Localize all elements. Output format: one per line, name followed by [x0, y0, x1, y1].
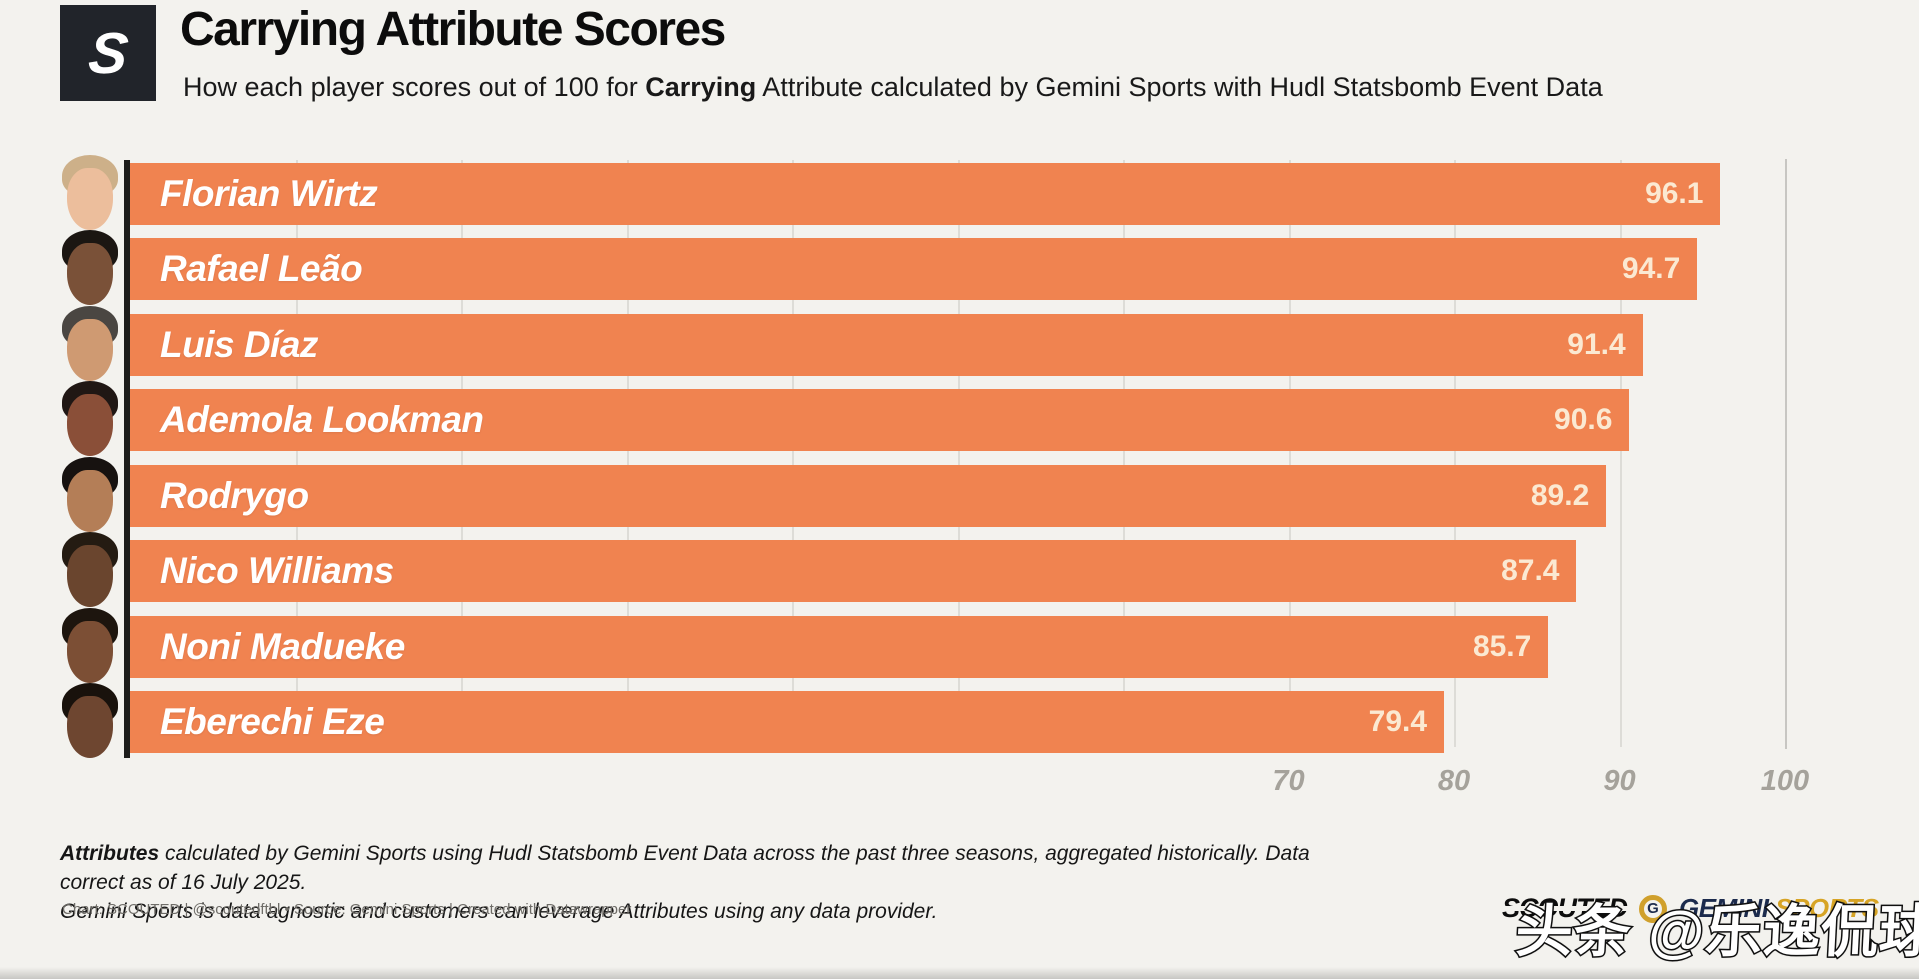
- bar-row: Rafael Leão 94.7: [130, 238, 1785, 301]
- player-avatar: [53, 155, 127, 235]
- score-value: 94.7: [1621, 252, 1681, 286]
- score-value: 90.6: [1554, 403, 1613, 437]
- score-bar: Noni Madueke 85.7: [130, 615, 1549, 678]
- footnote: Attributes calculated by Gemini Sports u…: [60, 839, 1360, 926]
- avatar-face: [67, 545, 113, 608]
- footnote-bold-word: Attributes: [60, 842, 160, 865]
- score-value: 91.4: [1567, 327, 1626, 361]
- gridline-40: [792, 160, 794, 747]
- avatar-face: [67, 696, 113, 758]
- score-bar: Ademola Lookman 90.6: [130, 389, 1630, 452]
- footnote-line1-text: calculated by Gemini Sports using Hudl S…: [60, 842, 1310, 894]
- subtitle-bold-word: Carrying: [645, 72, 757, 102]
- gridline-70: [1288, 160, 1291, 747]
- sports-word: SPORTS: [1775, 893, 1879, 923]
- footnote-line1: Attributes calculated by Gemini Sports u…: [60, 839, 1360, 897]
- gridline-10: [295, 160, 298, 747]
- y-axis-line: [124, 160, 130, 758]
- gridline-30: [626, 160, 629, 747]
- player-avatar: [53, 607, 127, 688]
- x-tick-label-70: 70: [1272, 765, 1305, 797]
- score-value: 79.4: [1368, 705, 1428, 738]
- bar-row: Ademola Lookman 90.6: [130, 389, 1785, 452]
- score-bar: Florian Wirtz 96.1: [130, 163, 1721, 225]
- player-name: Ademola Lookman: [160, 399, 484, 441]
- chart-subtitle: How each player scores out of 100 for Ca…: [183, 72, 1603, 103]
- score-value: 87.4: [1501, 554, 1560, 588]
- player-name: Nico Williams: [160, 550, 394, 592]
- gridline-20: [461, 160, 463, 747]
- gridline-50: [957, 160, 960, 747]
- player-name: Florian Wirtz: [160, 173, 378, 214]
- player-avatar: [53, 230, 127, 310]
- avatar-face: [67, 168, 113, 230]
- player-name: Luis Díaz: [160, 323, 318, 365]
- player-avatar: [53, 456, 127, 537]
- scouted-wordmark: SCOUTED: [1499, 893, 1630, 923]
- player-avatar: [53, 381, 127, 461]
- x-tick-label-80: 80: [1437, 765, 1471, 797]
- bar-row: Eberechi Eze 79.4: [130, 691, 1785, 753]
- avatar-face: [67, 620, 113, 683]
- gemini-sports-wordmark: GEMINI SPORTS: [1679, 893, 1879, 924]
- subtitle-suffix: Attribute calculated by Gemini Sports wi…: [756, 72, 1603, 102]
- player-name: Rodrygo: [160, 474, 309, 516]
- bar-row: Luis Díaz 91.4: [130, 313, 1785, 376]
- bar-row: Noni Madueke 85.7: [130, 615, 1785, 678]
- score-value: 85.7: [1472, 629, 1532, 663]
- brand-logos: SCOUTED G GEMINI SPORTS: [1499, 893, 1879, 924]
- score-bar: Nico Williams 87.4: [130, 540, 1577, 603]
- bottom-edge-shadow: [0, 967, 1919, 979]
- avatar-face: [67, 469, 113, 532]
- gridline-90: [1619, 160, 1622, 747]
- footnote-line2: Gemini Sports is data agnostic and custo…: [60, 900, 938, 923]
- scouted-s-logo: S: [60, 5, 156, 101]
- player-name: Noni Madueke: [160, 625, 405, 667]
- score-value: 89.2: [1530, 478, 1590, 512]
- scouted-s-letter: S: [85, 20, 131, 86]
- player-name: Rafael Leão: [160, 248, 363, 290]
- bar-chart: Florian Wirtz 96.1 Rafael Leão 94.7 Luis Día…: [0, 155, 1919, 808]
- gridline-80: [1454, 160, 1456, 747]
- player-avatar: [53, 683, 127, 763]
- player-avatar: [53, 532, 127, 612]
- score-bar: Rafael Leão 94.7: [130, 238, 1698, 301]
- x-tick-label-90: 90: [1603, 765, 1636, 797]
- avatar-face: [67, 243, 113, 306]
- gemini-sports-g-icon: G: [1639, 894, 1668, 923]
- toutiao-watermark: 头条 @乐逸侃球: [1513, 899, 1919, 966]
- plot-area: Florian Wirtz 96.1 Rafael Leão 94.7 Luis Día…: [130, 159, 1809, 797]
- player-avatar: [53, 305, 127, 386]
- chart-title: Carrying Attribute Scores: [180, 3, 726, 56]
- bar-row: Nico Williams 87.4: [130, 540, 1785, 603]
- score-bar: Rodrygo 89.2: [130, 464, 1607, 527]
- avatar-face: [67, 318, 113, 381]
- bar-row: Rodrygo 89.2: [130, 464, 1785, 527]
- x-tick-label-100: 100: [1760, 765, 1810, 797]
- subtitle-prefix: How each player scores out of 100 for: [183, 72, 646, 102]
- gridline-60: [1123, 160, 1125, 747]
- gridline-100: [1785, 159, 1787, 749]
- score-bar: Luis Díaz 91.4: [130, 313, 1643, 376]
- avatar-face: [67, 394, 113, 457]
- player-name: Eberechi Eze: [160, 701, 385, 742]
- gemini-word: GEMINI: [1679, 893, 1769, 923]
- bar-row: Florian Wirtz 96.1: [130, 163, 1785, 225]
- score-value: 96.1: [1645, 177, 1704, 210]
- chart-attribution: Chart: SCOUTED | @scoutedftbl • Source: …: [62, 901, 632, 918]
- score-bar: Eberechi Eze 79.4: [130, 691, 1445, 753]
